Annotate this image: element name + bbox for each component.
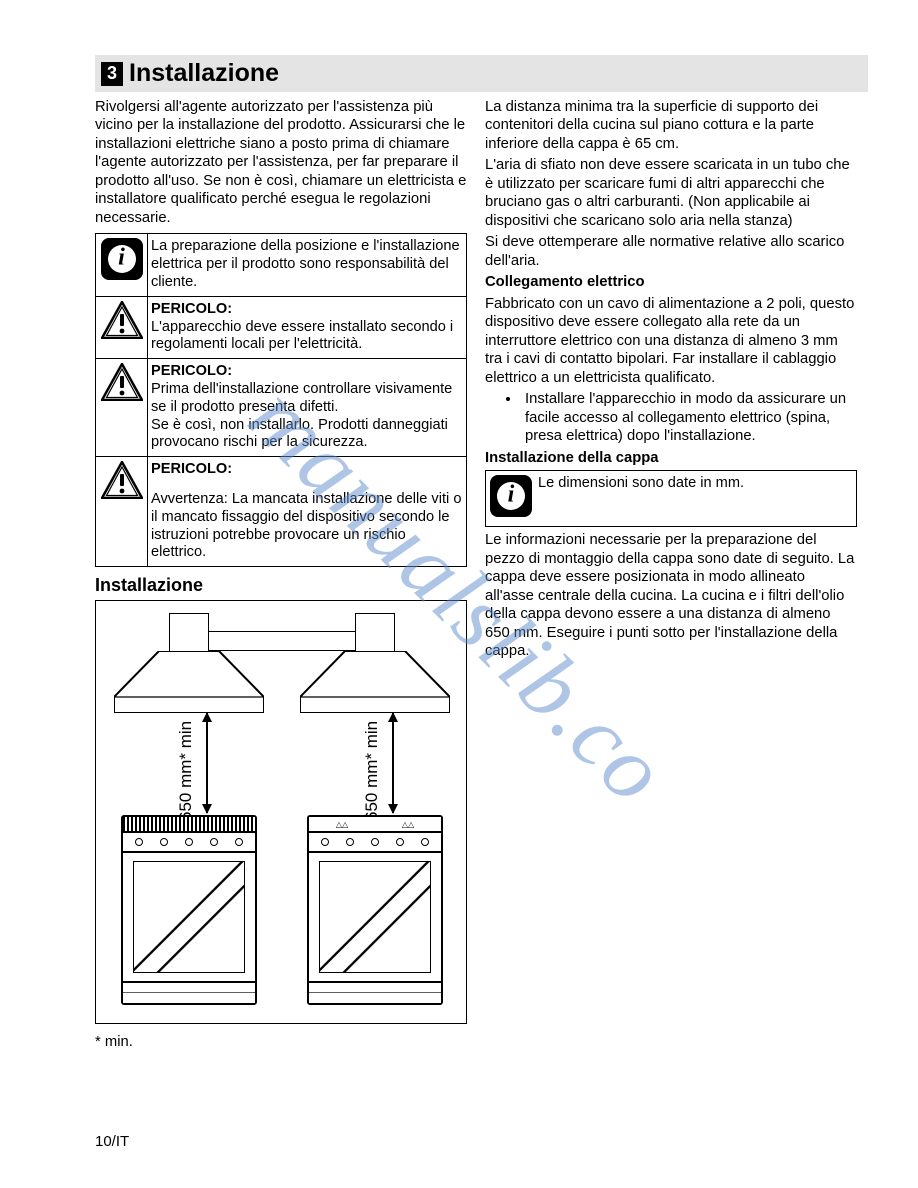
right-para3: Si deve ottemperare alle normative relat… [485, 233, 857, 270]
danger1-body: L'apparecchio deve essere installato sec… [151, 319, 463, 355]
warning-icon [101, 301, 143, 339]
page-number: 10/IT [95, 1133, 129, 1150]
stove-electric [121, 815, 257, 1005]
notice-row-danger1: PERICOLO: L'apparecchio deve essere inst… [96, 296, 467, 358]
section-heading: 3 Installazione [95, 55, 868, 92]
installation-diagram: 650 mm* min 650 mm [95, 600, 467, 1024]
hood-shape [300, 651, 450, 713]
notice-info-text: La preparazione della posizione e l'inst… [148, 234, 467, 296]
installazione-heading: Installazione [95, 575, 467, 596]
warning-icon [101, 363, 143, 401]
danger2-body: Prima dell'installazione controllare vis… [151, 381, 463, 452]
info-box-text: Le dimensioni sono date in mm. [536, 471, 856, 511]
heading-collegamento: Collegamento elettrico [485, 273, 857, 291]
footnote: * min. [95, 1034, 467, 1050]
heading-installazione-cappa: Installazione della cappa [485, 449, 857, 467]
right-para2: L'aria di sfiato non deve essere scarica… [485, 156, 857, 230]
notice-row-danger2: PERICOLO: Prima dell'installazione contr… [96, 359, 467, 457]
notice-row-info: i La preparazione della posizione e l'in… [96, 234, 467, 296]
hood-shape [114, 651, 264, 713]
section-title: Installazione [129, 59, 279, 88]
notices-table: i La preparazione della posizione e l'in… [95, 233, 467, 567]
danger2-title: PERICOLO: [151, 363, 463, 381]
bullet-list: Installare l'apparecchio in modo da assi… [485, 390, 857, 445]
danger3-body: Avvertenza: La mancata installazione del… [151, 491, 463, 562]
dimension-arrow [206, 713, 208, 813]
warning-icon [101, 461, 143, 499]
dimension-arrow [392, 713, 394, 813]
bullet-item: Installare l'apparecchio in modo da assi… [521, 390, 857, 445]
right-para1: La distanza minima tra la superficie di … [485, 98, 857, 153]
right-column: La distanza minima tra la superficie di … [485, 98, 857, 1050]
info-icon: i [101, 238, 143, 280]
stove-gas: △△△△ [307, 815, 443, 1005]
notice-row-danger3: PERICOLO: Avvertenza: La mancata install… [96, 457, 467, 567]
intro-paragraph: Rivolgersi all'agente autorizzato per l'… [95, 98, 467, 227]
danger3-title: PERICOLO: [151, 461, 463, 479]
right-para4: Fabbricato con un cavo di alimentazione … [485, 295, 857, 387]
left-column: Rivolgersi all'agente autorizzato per l'… [95, 98, 467, 1050]
info-box-dimensions: i Le dimensioni sono date in mm. [485, 470, 857, 527]
dimension-label-left: 650 mm* min [176, 721, 196, 821]
dimension-label-right: 650 mm* min [362, 721, 382, 821]
hood-chimney [169, 613, 209, 653]
info-icon: i [490, 475, 532, 517]
danger1-title: PERICOLO: [151, 301, 463, 319]
diagram-right: 650 mm* min △△△△ [282, 601, 468, 1023]
hood-chimney [355, 613, 395, 653]
diagram-left: 650 mm* min [96, 601, 282, 1023]
section-number: 3 [101, 62, 123, 86]
right-para5: Le informazioni necessarie per la prepar… [485, 531, 857, 660]
